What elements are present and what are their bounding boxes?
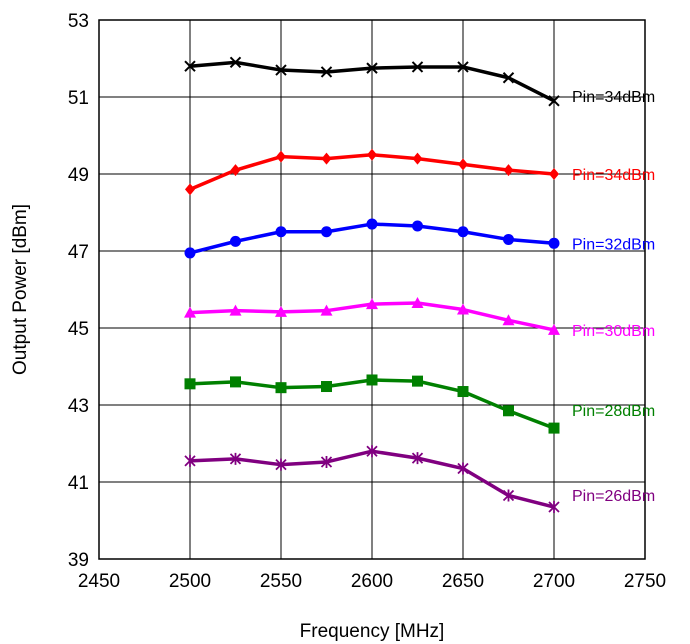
series-label: Pin=28dBm	[572, 403, 655, 420]
data-point	[503, 164, 514, 177]
data-point	[457, 61, 469, 73]
y-tick-label: 43	[68, 396, 89, 417]
y-tick-label: 51	[68, 88, 89, 109]
data-point	[366, 62, 378, 74]
data-point	[548, 95, 560, 107]
data-point	[321, 152, 332, 165]
data-point	[320, 455, 333, 468]
data-point	[275, 305, 287, 317]
data-point	[503, 405, 514, 417]
x-tick-label: 2600	[351, 571, 393, 592]
x-tick-label: 2450	[78, 571, 120, 592]
data-point	[548, 323, 560, 335]
series-label: Pin=26dBm	[572, 488, 655, 505]
data-point	[548, 422, 560, 434]
data-point	[411, 296, 424, 308]
data-point	[366, 298, 378, 310]
series-4	[184, 296, 560, 335]
data-point	[412, 375, 423, 387]
data-point	[230, 376, 241, 388]
x-axis-title: Frequency [MHz]	[300, 621, 445, 642]
data-point	[184, 247, 196, 259]
data-point	[411, 61, 424, 73]
data-point	[275, 226, 287, 238]
data-point	[458, 158, 468, 171]
data-point	[548, 501, 560, 514]
data-point	[411, 452, 424, 465]
data-point	[230, 235, 241, 247]
y-tick-label: 41	[68, 473, 89, 494]
data-point	[320, 304, 333, 316]
data-point	[549, 168, 559, 180]
data-point	[457, 386, 469, 398]
data-point	[457, 462, 469, 475]
data-point	[367, 148, 377, 161]
data-point	[366, 218, 378, 230]
series-label: Pin=32dBm	[572, 236, 655, 253]
x-tick-label: 2550	[260, 571, 302, 592]
data-point	[229, 56, 242, 69]
y-tick-label: 47	[68, 242, 89, 263]
y-tick-label: 45	[68, 319, 89, 340]
data-point	[412, 220, 423, 232]
series-layer	[184, 56, 560, 514]
data-point	[502, 314, 515, 326]
tick-labels: 2450 2500 2550 2600 2650 2700 2750 39 41 43 45 47 49…	[68, 11, 666, 592]
data-point	[184, 306, 196, 318]
series-5	[184, 374, 560, 434]
series-1	[184, 56, 560, 107]
series-2	[185, 148, 559, 196]
data-point	[366, 374, 378, 386]
data-point	[275, 458, 287, 471]
x-tick-label: 2750	[624, 571, 666, 592]
data-point	[502, 72, 515, 84]
grid	[98, 19, 646, 560]
y-tick-label: 53	[68, 11, 89, 32]
data-point	[321, 381, 332, 393]
data-point	[230, 164, 241, 177]
data-point	[412, 152, 423, 165]
data-point	[457, 226, 469, 238]
data-point	[548, 237, 560, 249]
y-axis-title: Output Power [dBm]	[10, 204, 31, 375]
data-point	[184, 378, 196, 390]
data-point	[276, 150, 286, 163]
data-point	[275, 64, 287, 76]
data-point	[184, 60, 196, 72]
data-point	[185, 183, 195, 196]
data-point	[503, 233, 514, 245]
data-point	[229, 452, 242, 465]
data-point	[320, 66, 333, 78]
x-tick-label: 2700	[533, 571, 575, 592]
data-point	[366, 445, 378, 458]
data-point	[457, 303, 469, 315]
plot-frame	[98, 19, 646, 560]
series-3	[184, 218, 560, 259]
series-label: Pin=30dBm	[572, 323, 655, 340]
data-point	[229, 304, 242, 316]
data-point	[321, 226, 332, 238]
series-6	[184, 445, 560, 514]
series-labels: Pin=34dBm Pin=34dBm Pin=32dBm Pin=30dBm Pin=…	[572, 89, 655, 505]
y-tick-label: 49	[68, 165, 89, 186]
data-point	[184, 454, 196, 467]
x-tick-label: 2650	[442, 571, 484, 592]
data-point	[502, 489, 515, 502]
series-label: Pin=34dBm	[572, 89, 655, 106]
series-label: Pin=34dBm	[572, 167, 655, 184]
data-point	[275, 382, 287, 394]
x-tick-label: 2500	[169, 571, 211, 592]
y-tick-label: 39	[68, 550, 89, 571]
